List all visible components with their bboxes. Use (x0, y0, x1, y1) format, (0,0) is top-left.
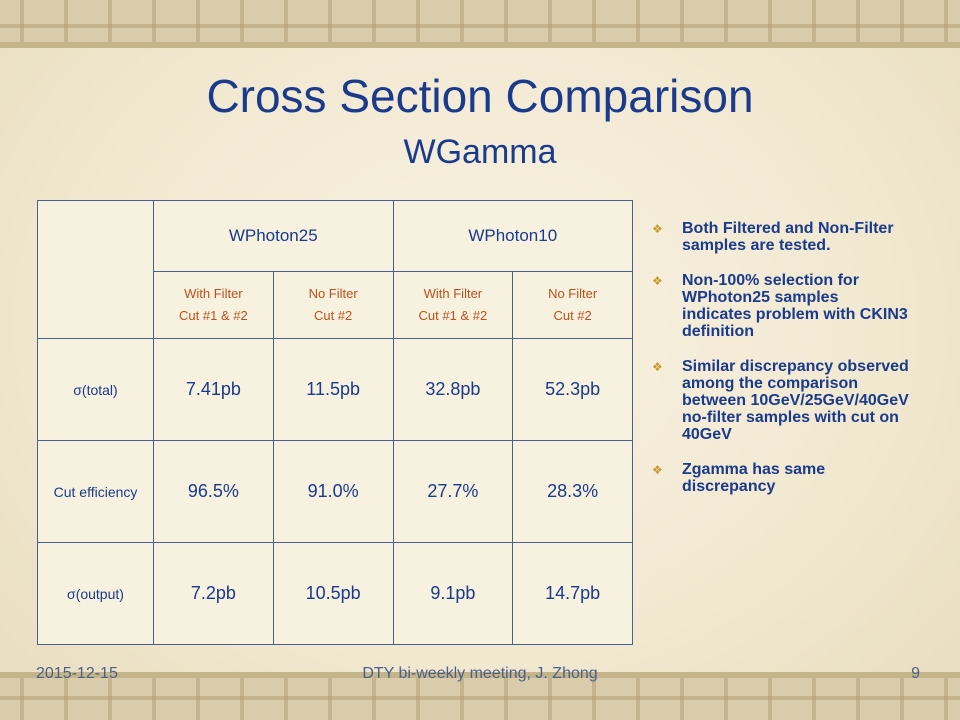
bullet-list: ❖ Both Filtered and Non-Filter samples a… (652, 220, 912, 513)
table-cell: 10.5pb (272, 542, 394, 645)
diamond-bullet-icon: ❖ (652, 463, 663, 477)
diamond-bullet-icon: ❖ (652, 360, 663, 374)
table-header-row: WPhoton25 WPhoton10 (37, 200, 633, 339)
sub-header-line1: No Filter (548, 286, 598, 301)
table-cell: 9.1pb (392, 542, 514, 645)
bullet-text: Zgamma has same discrepancy (682, 461, 826, 495)
cross-section-table: WPhoton25 WPhoton10 With Filter Cut #1 &… (37, 200, 633, 645)
group-header-wphoton25: WPhoton25 (153, 200, 394, 272)
diamond-bullet-icon: ❖ (652, 274, 663, 288)
table-row: Cut efficiency 96.5% 91.0% 27.7% 28.3% (37, 440, 633, 543)
decorative-border-bottom (0, 672, 960, 720)
group-header-wphoton10: WPhoton10 (392, 200, 633, 272)
table-cell: 28.3% (512, 440, 633, 543)
table-corner-cell (37, 200, 154, 339)
footer-meeting-title: DTY bi-weekly meeting, J. Zhong (362, 665, 598, 682)
diamond-bullet-icon: ❖ (652, 222, 663, 236)
slide-subtitle: WGamma (403, 133, 557, 171)
sub-header-line1: No Filter (308, 286, 358, 301)
table-row: σ(output) 7.2pb 10.5pb 9.1pb 14.7pb (37, 542, 633, 645)
table-cell: 7.41pb (153, 338, 274, 441)
table-cell: 11.5pb (272, 338, 394, 441)
table-cell: 32.8pb (392, 338, 514, 441)
table-cell: 7.2pb (153, 542, 274, 645)
decorative-border-top (0, 0, 960, 48)
list-item: ❖ Non-100% selection for WPhoton25 sampl… (652, 272, 912, 340)
table-cell: 96.5% (153, 440, 274, 543)
sub-header-line1: With Filter (184, 286, 243, 301)
table-row: σ(total) 7.41pb 11.5pb 32.8pb 52.3pb (37, 338, 633, 441)
sub-header-line2: Cut #1 & #2 (179, 308, 248, 323)
slide-title: Cross Section Comparison (206, 70, 754, 122)
sub-header-cell: No Filter Cut #2 (512, 271, 633, 339)
sub-header-cell: With Filter Cut #1 & #2 (153, 271, 274, 339)
sub-header-line1: With Filter (423, 286, 483, 301)
row-label-sigma-output: σ(output) (37, 542, 154, 645)
list-item: ❖ Both Filtered and Non-Filter samples a… (652, 220, 912, 254)
sub-header-cell: With Filter Cut #1 & #2 (392, 271, 514, 339)
row-label-cut-efficiency: Cut efficiency (37, 440, 154, 543)
list-item: ❖ Zgamma has same discrepancy (652, 461, 912, 495)
table-cell: 27.7% (392, 440, 514, 543)
sub-header-line2: Cut #1 & #2 (418, 308, 488, 323)
list-item: ❖ Similar discrepancy observed among the… (652, 358, 912, 443)
bullet-text: Similar discrepancy observed among the c… (682, 358, 909, 443)
table-cell: 91.0% (272, 440, 394, 543)
bullet-text: Both Filtered and Non-Filter samples are… (682, 220, 894, 254)
row-label-sigma-total: σ(total) (37, 338, 154, 441)
footer-page-number: 9 (911, 665, 920, 682)
sub-header-cell: No Filter Cut #2 (272, 271, 394, 339)
sub-header-line2: Cut #2 (553, 308, 592, 323)
table-cell: 14.7pb (512, 542, 633, 645)
table-subheader-row: With Filter Cut #1 & #2 No Filter Cut #2… (38, 271, 633, 339)
table-cell: 52.3pb (512, 338, 633, 441)
sub-header-line2: Cut #2 (313, 308, 353, 323)
footer-date: 2015-12-15 (36, 665, 118, 682)
bullet-text: Non-100% selection for WPhoton25 samples… (682, 272, 908, 340)
